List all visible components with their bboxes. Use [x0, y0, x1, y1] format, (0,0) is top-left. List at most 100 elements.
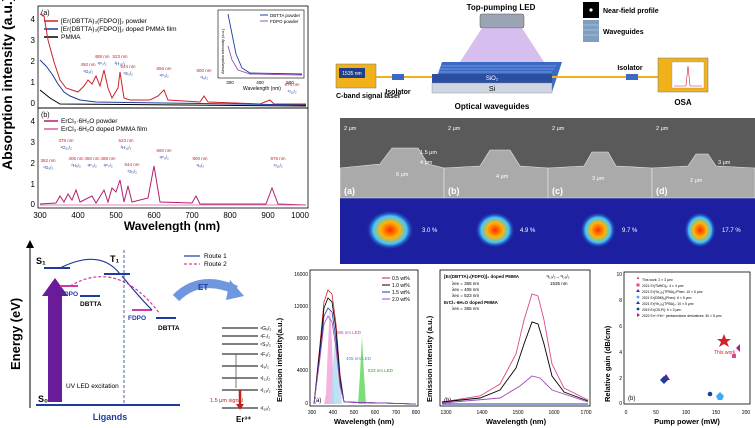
- gain-y-title: Relative gain (dB/cm): [603, 325, 612, 402]
- mode-d: [684, 212, 716, 248]
- em-a-ytick: 12000: [294, 304, 308, 310]
- route-1-label: Route 1: [204, 253, 227, 260]
- sem-tag: (b): [448, 186, 460, 196]
- er-level: ⁴G₉/₂: [260, 326, 271, 332]
- s1-label: S₁: [36, 256, 46, 266]
- abs-xtick: 400: [71, 211, 85, 220]
- sem-height: 4 μm: [420, 160, 433, 166]
- gain-legend-item: 2021 Er(Yb₃)₃(TPBA)₃: 10 × 5 μm²: [642, 302, 695, 306]
- emission-a-y-title: Emission intensity(a.u.): [275, 317, 284, 402]
- em-b-curve-365: [441, 293, 589, 403]
- peak-b-wl: 523 nm: [118, 138, 133, 143]
- em-a-legend-item: 0.5 wt%: [392, 276, 410, 282]
- t1-label: T₁: [110, 254, 119, 264]
- em-b-curve-405: [441, 321, 589, 403]
- em-b-legend-item: λex = 523 nm: [452, 293, 479, 298]
- abs-xtick: 900: [261, 211, 275, 220]
- legend-b-item: ErCl₃·6H₂O powder: [61, 118, 118, 125]
- em-b-xtick: 1600: [548, 410, 559, 416]
- er-level: ⁴I₁₃/₂: [260, 388, 271, 394]
- sem-height: 3 μm: [718, 160, 731, 166]
- gain-ytick: 10: [616, 272, 622, 278]
- peak-a-wl: 800 nm: [196, 68, 211, 73]
- peak-b-level: ⁴I₉/₂: [196, 163, 204, 168]
- led-beam: [460, 28, 544, 62]
- gain-ytick: 8: [619, 298, 622, 304]
- er-level: ⁴I₉/₂: [260, 364, 269, 370]
- em-b-xtick: 1400: [476, 410, 487, 416]
- s0-label: S₀: [38, 394, 48, 404]
- mode-percent: 3.0 %: [422, 228, 438, 234]
- energy-y-title: Energy (eV): [8, 298, 23, 370]
- dbtta-label-1: DBTTA: [80, 301, 102, 308]
- inset-fdpo-curve: [227, 45, 303, 76]
- absorption-panel-a-tag: (a): [41, 10, 50, 17]
- abs-b-ytick: 1: [31, 180, 36, 189]
- gain-legend-item: This work: 2 × 3 μm²: [642, 278, 674, 282]
- legend-b-item: ErCl₃·6H₂O doped PMMA film: [61, 126, 147, 133]
- sem-tag: (d): [656, 186, 668, 196]
- abs-a-film-curve: [39, 59, 307, 106]
- mode-b: [475, 212, 515, 248]
- route-1-arrow: [59, 258, 121, 275]
- top-led-label: Top-pumping LED: [467, 3, 536, 12]
- peak-a-wl: 523 nm: [112, 54, 127, 59]
- em-a-xtick: 700: [392, 410, 401, 416]
- uv-arrow: [48, 294, 62, 402]
- inset-dbtta-curve: [227, 13, 303, 75]
- peak-a-level: ⁴I₁₁/₂: [287, 89, 296, 94]
- emission-b-x-title: Wavelength (nm): [486, 417, 547, 426]
- sem-scale: 2 μm: [344, 126, 357, 132]
- legend-a-item: [Er(DBTTA)₃(FDPO)]₂ doped PMMA film: [61, 26, 177, 33]
- sem-tag: (c): [552, 186, 563, 196]
- gain-legend-item: 2021 Er(DBM)₃(Phen): 6 × 5 μm²: [642, 296, 692, 300]
- gain-tag: (b): [628, 396, 635, 402]
- emission-a-tag: (a): [314, 398, 321, 404]
- gain-ytick: 6: [619, 324, 622, 330]
- gain-point: [736, 344, 740, 352]
- peak-b-wl: 660 nm: [156, 148, 171, 153]
- legend-a-item: PMMA: [61, 34, 81, 41]
- laser-display: [339, 68, 365, 78]
- em-a-ytick: 4000: [297, 368, 308, 374]
- em-b-legend-item: ErCl₃·6H₂O doped PMMA: [444, 300, 499, 305]
- peak-b-level: ²H₉/₂: [71, 163, 81, 168]
- inset-x-title: Wavelength (nm): [243, 86, 281, 92]
- abs-b-ytick: 4: [31, 117, 36, 126]
- gain-chart: Relative gain (dB/cm) 10 8 6 4 2 0 0 50 …: [603, 271, 751, 426]
- peak-a-wl: 656 nm: [156, 66, 171, 71]
- em-b-xtick: 1300: [440, 410, 451, 416]
- absorption-panel-b-frame: [37, 107, 309, 209]
- inset-x-tick: 400: [256, 80, 264, 85]
- isolator-2-label: Isolator: [617, 65, 643, 72]
- peak-b-wl: 450 nm: [84, 156, 99, 161]
- em-a-ytick: 0: [305, 401, 308, 407]
- gain-point-this-work: [717, 334, 731, 347]
- sem-width: 4 μm: [496, 174, 509, 180]
- waveguides-photo: [583, 20, 599, 42]
- peak-a-wl: 976 nm: [284, 82, 299, 87]
- led-label: 365 nm LED: [336, 330, 362, 335]
- peak-b-level: ⁴F₉/₂: [159, 155, 169, 160]
- mode-c: [580, 212, 616, 248]
- gain-ytick: 0: [619, 401, 622, 407]
- peak-b-wl: 488 nm: [100, 156, 115, 161]
- dbtta-label-2: DBTTA: [158, 325, 180, 332]
- peak-b-wl: 378 nm: [58, 138, 73, 143]
- em-a-xtick: 600: [371, 410, 380, 416]
- er-level: ⁴F₉/₂: [260, 352, 271, 358]
- abs-a-ytick: 3: [31, 36, 36, 45]
- peak-b-wl: 800 nm: [192, 156, 207, 161]
- legend-a-item: [Er(DBTTA)₃(FDPO)]₂ powder: [61, 18, 148, 25]
- gain-point: [660, 376, 668, 384]
- er-label: Er³⁺: [236, 415, 251, 424]
- route-2-arrow: [69, 276, 161, 315]
- peak-a-level: ⁴F₉/₂: [159, 73, 169, 78]
- sem-scale: 2 μm: [448, 126, 461, 132]
- peak-a-level: ⁴I₉/₂: [200, 75, 208, 80]
- gain-ytick: 2: [619, 376, 622, 382]
- abs-a-ytick: 2: [31, 57, 36, 66]
- peak-a-level: ²H₁₁/₂: [115, 61, 126, 66]
- absorption-y-title: Absorption intensity (a.u.): [0, 0, 15, 170]
- sem-thickness: 1.5 μm: [420, 150, 437, 156]
